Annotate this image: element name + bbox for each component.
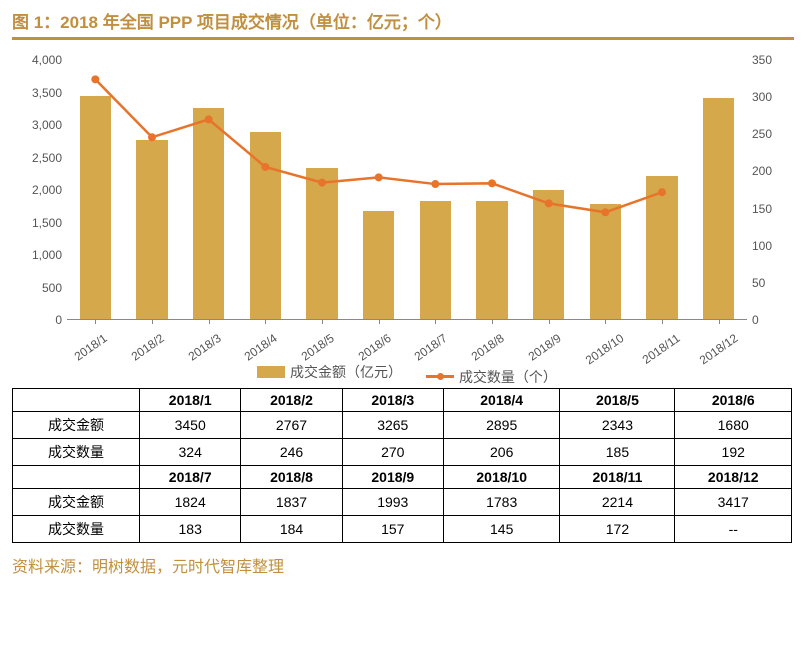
table-cell: 1824: [140, 489, 241, 516]
table-cell: 3450: [140, 412, 241, 439]
table-cell: 2018/11: [560, 466, 675, 489]
x-tick-label: 2018/4: [242, 331, 280, 364]
table-cell: 2018/7: [140, 466, 241, 489]
legend-bar-label: 成交金额（亿元）: [290, 362, 402, 382]
table-cell: 2018/1: [140, 389, 241, 412]
table-cell: 172: [560, 516, 675, 543]
table-cell: 246: [241, 439, 342, 466]
x-tick-label: 2018/7: [412, 331, 450, 364]
table-cell: 2018/5: [560, 389, 675, 412]
table-amount-a: 成交金额345027673265289523431680: [13, 412, 792, 439]
plot-area: [67, 60, 747, 320]
table-cell: 2018/10: [443, 466, 560, 489]
table-amount-b: 成交金额182418371993178322143417: [13, 489, 792, 516]
x-tick-label: 2018/5: [299, 331, 337, 364]
x-tick-label: 2018/3: [185, 331, 223, 364]
table-cell: 185: [560, 439, 675, 466]
x-tick-label: 2018/8: [469, 331, 507, 364]
table-cell: 2767: [241, 412, 342, 439]
data-table: 2018/12018/22018/32018/42018/52018/6 成交金…: [12, 388, 792, 543]
table-cell: --: [675, 516, 792, 543]
table-header-b: 2018/72018/82018/92018/102018/112018/12: [13, 466, 792, 489]
table-cell: 2018/12: [675, 466, 792, 489]
table-cell: 184: [241, 516, 342, 543]
x-axis: 2018/1 2018/2 2018/3 2018/4 2018/5 2018/6 2018…: [67, 325, 747, 365]
data-source: 资料来源：明树数据，元时代智库整理: [12, 553, 794, 577]
x-tick-label: 2018/1: [72, 331, 110, 364]
table-cell: 2018/4: [443, 389, 560, 412]
table-cell: 192: [675, 439, 792, 466]
table-cell: 1783: [443, 489, 560, 516]
table-count-b: 成交数量183184157145172--: [13, 516, 792, 543]
y-axis-left: 05001,0001,5002,0002,5003,0003,5004,000: [12, 60, 62, 320]
table-cell: 324: [140, 439, 241, 466]
table-count-a: 成交数量324246270206185192: [13, 439, 792, 466]
title-divider: [12, 37, 794, 40]
table-cell: 2214: [560, 489, 675, 516]
table-cell: 1993: [342, 489, 443, 516]
table-cell: 1837: [241, 489, 342, 516]
combo-chart: 05001,0001,5002,0002,5003,0003,5004,000 …: [12, 50, 792, 380]
chart-title: 图 1：2018 年全国 PPP 项目成交情况（单位：亿元；个）: [12, 8, 794, 33]
table-cell: 2343: [560, 412, 675, 439]
table-cell: 3265: [342, 412, 443, 439]
table-cell: 270: [342, 439, 443, 466]
legend-bars: 成交金额（亿元）: [257, 362, 402, 382]
table-cell: 206: [443, 439, 560, 466]
table-cell: 2018/2: [241, 389, 342, 412]
x-tick-label: 2018/9: [525, 331, 563, 364]
line-layer: [67, 60, 747, 320]
x-tick-label: 2018/6: [355, 331, 393, 364]
table-cell: 2018/9: [342, 466, 443, 489]
y-axis-right: 050100150200250300350: [752, 60, 790, 320]
x-tick-label: 2018/2: [129, 331, 167, 364]
legend: 成交金额（亿元） 成交数量（个）: [67, 362, 747, 387]
table-cell: 3417: [675, 489, 792, 516]
table-cell: 1680: [675, 412, 792, 439]
legend-bar-swatch: [257, 366, 285, 378]
table-header-a: 2018/12018/22018/32018/42018/52018/6: [13, 389, 792, 412]
legend-line-swatch: [426, 375, 454, 378]
table-cell: 183: [140, 516, 241, 543]
table-cell: 2018/3: [342, 389, 443, 412]
table-cell: 157: [342, 516, 443, 543]
table-cell: 2895: [443, 412, 560, 439]
legend-line: 成交数量（个）: [426, 367, 557, 387]
table-cell: 145: [443, 516, 560, 543]
table-cell: 2018/6: [675, 389, 792, 412]
table-cell: 2018/8: [241, 466, 342, 489]
legend-line-label: 成交数量（个）: [459, 367, 557, 387]
